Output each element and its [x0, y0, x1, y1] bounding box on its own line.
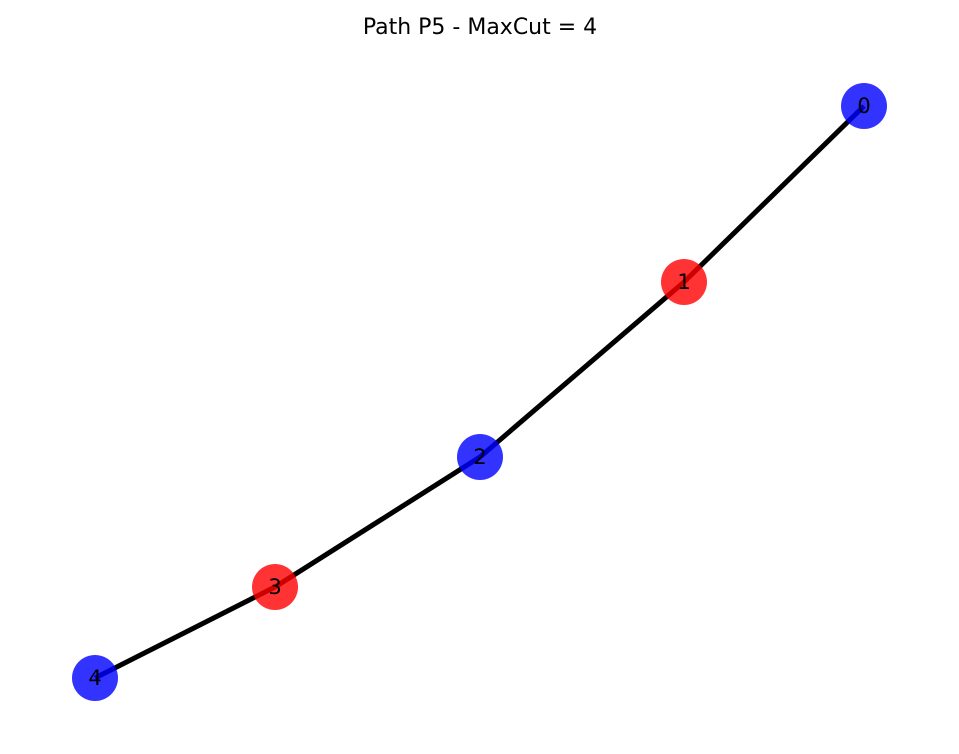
edge-1-2: [478, 280, 686, 459]
node-label: 0: [857, 94, 870, 118]
node-circle: [72, 655, 118, 701]
node-circle: [252, 564, 298, 610]
edge-3-4: [93, 584, 277, 681]
node-0: 0: [841, 83, 887, 129]
node-label: 4: [88, 666, 101, 690]
edge-2-3: [273, 454, 482, 590]
node-label: 2: [473, 445, 486, 469]
graph-title: Path P5 - MaxCut = 4: [363, 15, 597, 40]
node-2: 2: [457, 434, 503, 480]
node-label: 3: [268, 575, 281, 599]
node-3: 3: [252, 564, 298, 610]
node-1: 1: [661, 259, 707, 305]
node-label: 1: [677, 270, 690, 294]
node-circle: [661, 259, 707, 305]
edge-0-1: [682, 104, 866, 284]
node-circle: [457, 434, 503, 480]
node-circle: [841, 83, 887, 129]
node-4: 4: [72, 655, 118, 701]
nodes-layer: 0 1 2 3 4: [72, 83, 887, 701]
edges-layer: [93, 104, 866, 681]
